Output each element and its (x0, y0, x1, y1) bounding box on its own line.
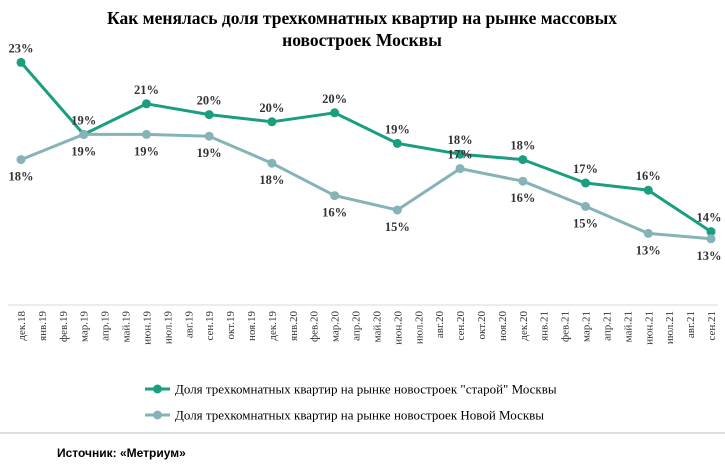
series-2-point (581, 201, 591, 211)
x-tick-label: дек.19 (267, 311, 279, 341)
x-tick-label: июн.20 (392, 311, 404, 345)
series-2-point (141, 129, 151, 139)
series-2-point (79, 129, 89, 139)
series-1-data-label: 20% (322, 92, 347, 106)
series-2-data-label: 13% (697, 249, 722, 263)
series-line-1 (19, 61, 712, 233)
x-tick-label: июл.19 (162, 311, 174, 345)
legend-marker-1 (153, 384, 162, 394)
series-2-point (518, 176, 528, 186)
legend-label-2: Доля трехкомнатных квартир на рынке ново… (175, 408, 544, 423)
x-tick-label: май.19 (121, 311, 133, 343)
series-2-data-label: 18% (259, 173, 284, 187)
series-1-point (581, 178, 591, 188)
x-tick-label: июн.21 (643, 311, 655, 345)
series-line-2 (20, 132, 712, 241)
series-2-data-label: 17% (448, 148, 473, 162)
series-2-data-label: 16% (510, 191, 535, 205)
series-2-point (16, 155, 26, 165)
x-tick-label: фев.19 (58, 311, 70, 342)
x-tick-label: авг.19 (183, 311, 195, 339)
x-tick-label: сен.20 (455, 311, 467, 341)
series-1-point (643, 185, 653, 195)
series-1-data-label: 16% (636, 169, 661, 183)
x-tick-label: сен.19 (204, 311, 216, 341)
x-tick-label: июл.20 (413, 311, 425, 345)
series-1-data-label: 23% (9, 41, 34, 55)
x-tick-label: окт.20 (476, 311, 488, 340)
series-2-data-label: 19% (197, 146, 222, 160)
legend: Доля трехкомнатных квартир на рынке ново… (145, 382, 557, 423)
series-2-point (643, 228, 653, 238)
x-tick-label: мар.20 (330, 311, 342, 343)
series-1-data-label: 18% (448, 133, 473, 147)
series-2-data-label: 15% (385, 220, 410, 234)
series-1-data-label: 17% (573, 162, 598, 176)
series-2-point (706, 234, 716, 244)
series-2-point (392, 205, 402, 215)
x-tick-label: янв.21 (539, 311, 551, 341)
series-1-point (267, 117, 277, 127)
source-note: Источник: «Метриум» (57, 446, 186, 460)
x-tick-labels: дек.18 янв.19 фев.19 мар.19 апр.19 май.19 июн.… (16, 311, 718, 345)
series-1-data-label: 21% (134, 83, 159, 97)
x-tick-label: авг.21 (685, 311, 697, 338)
chart-title-line-1: Как менялась доля трехкомнатных квартир … (107, 8, 617, 28)
x-tick-label: апр.21 (601, 311, 613, 341)
legend-label-1: Доля трехкомнатных квартир на рынке ново… (175, 382, 557, 397)
series-1-data-label: 19% (385, 122, 410, 136)
series-2-point (267, 158, 277, 168)
x-tick-label: фев.21 (560, 311, 572, 342)
x-tick-label: янв.20 (288, 311, 300, 341)
chart-title-line-2: новостроек Москвы (282, 30, 442, 50)
series-2-data-label: 19% (71, 144, 96, 158)
x-tick-label: май.20 (371, 311, 383, 343)
series-1-data-label: 18% (510, 139, 535, 153)
series-1-data-label: 20% (259, 101, 284, 115)
x-tick-label: авг.20 (434, 311, 446, 339)
series-1-point (392, 138, 402, 148)
series-1-point (141, 99, 151, 109)
series-2-point (204, 131, 214, 141)
series-1-point (204, 110, 214, 120)
series-2-point (330, 191, 340, 201)
x-tick-label: май.21 (622, 311, 634, 342)
x-tick-label: мар.21 (581, 311, 593, 342)
series-2-data-label: 18% (9, 170, 34, 184)
x-tick-label: янв.19 (37, 311, 49, 341)
x-tick-label: ноя.20 (497, 311, 509, 341)
series-2-data-label: 19% (134, 144, 159, 158)
x-tick-label: окт.19 (225, 311, 237, 340)
series-1-data-label: 14% (697, 211, 722, 225)
x-tick-label: апр.19 (100, 311, 112, 341)
series-1-data-label: 20% (197, 94, 222, 108)
series-1-point (455, 149, 465, 159)
x-tick-label: июн.19 (141, 311, 153, 345)
series-2-point (455, 164, 465, 174)
series-1-point (330, 108, 340, 118)
series-1-point (518, 155, 528, 165)
x-tick-label: апр.20 (351, 311, 363, 341)
series-1-data-label: 19% (71, 113, 96, 127)
series-2-data-label: 13% (636, 243, 661, 257)
x-tick-label: дек.18 (16, 311, 28, 341)
series-1-point (16, 57, 26, 67)
x-tick-label: мар.19 (79, 311, 91, 343)
x-tick-label: сен.21 (706, 311, 718, 341)
series-layer: 23%19%21%20%20%20%19%18% 18%17%16%14%18%1… (9, 41, 722, 262)
series-1-point (706, 227, 716, 237)
series-2-data-label: 16% (322, 206, 347, 220)
x-tick-label: июл.21 (664, 311, 676, 344)
legend-marker-2 (153, 410, 162, 420)
x-tick-label: дек.20 (518, 311, 530, 341)
x-tick-label: фев.20 (309, 311, 321, 342)
series-2-data-label: 15% (573, 216, 598, 230)
x-tick-label: ноя.19 (246, 311, 258, 341)
